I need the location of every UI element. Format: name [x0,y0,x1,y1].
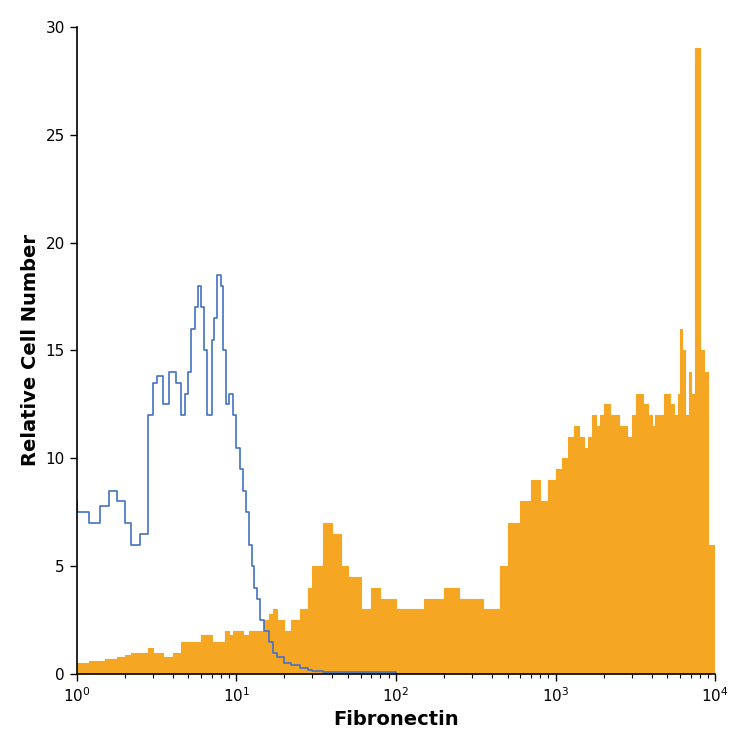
Y-axis label: Relative Cell Number: Relative Cell Number [21,235,40,466]
X-axis label: Fibronectin: Fibronectin [333,710,459,729]
